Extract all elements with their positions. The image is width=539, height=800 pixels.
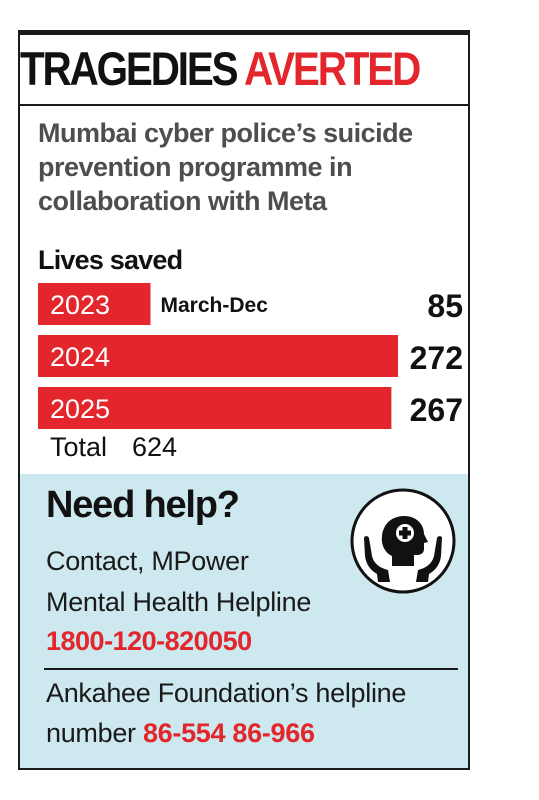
ankahee-line-1: Ankahee Foundation’s helpline — [46, 678, 407, 708]
bar-2023 — [38, 283, 151, 325]
chart-title: Lives saved — [38, 245, 183, 275]
bar-value-2024: 272 — [410, 340, 463, 376]
mpower-helpline-number: 1800-120-820050 — [46, 626, 252, 656]
ankahee-number-prefix: number — [46, 718, 136, 748]
subtitle-line-2: prevention programme in — [38, 152, 353, 182]
bar-value-2025: 267 — [410, 392, 463, 428]
bar-2025 — [38, 387, 392, 429]
headline-part-2: AVERTED — [244, 42, 421, 95]
total-label: Total — [50, 432, 108, 462]
total-value: 624 — [132, 432, 178, 462]
bar-label-2025: 2025 — [50, 394, 110, 424]
bar-annotation-2023: March-Dec — [161, 294, 269, 317]
subtitle: Mumbai cyber police’s suicide prevention… — [38, 116, 463, 218]
bar-chart: 2023 85 March-Dec 2024 272 2025 267 — [38, 283, 463, 429]
bar-label-2023: 2023 — [50, 290, 110, 320]
ankahee-helpline-number: 86-554 86-966 — [142, 718, 315, 748]
help-contact-line-1: Contact, MPower — [46, 546, 249, 576]
subtitle-line-1: Mumbai cyber police’s suicide — [38, 118, 413, 148]
ankahee-line-2: number 86-554 86-966 — [46, 718, 315, 749]
help-title: Need help? — [46, 484, 240, 526]
headline-rule — [18, 104, 470, 106]
bar-label-2024: 2024 — [50, 342, 110, 372]
infographic-frame — [18, 30, 470, 770]
help-contact-line-2: Mental Health Helpline — [46, 587, 312, 617]
top-rule — [18, 30, 470, 35]
help-divider — [44, 668, 458, 670]
headline-part-1: TRAGEDIES — [20, 42, 239, 95]
bar-value-2023: 85 — [427, 288, 463, 324]
subtitle-line-3: collaboration with Meta — [38, 186, 327, 216]
headline: TRAGEDIES AVERTED — [20, 38, 421, 100]
bar-2024 — [38, 335, 398, 377]
mental-health-care-icon — [348, 486, 458, 596]
